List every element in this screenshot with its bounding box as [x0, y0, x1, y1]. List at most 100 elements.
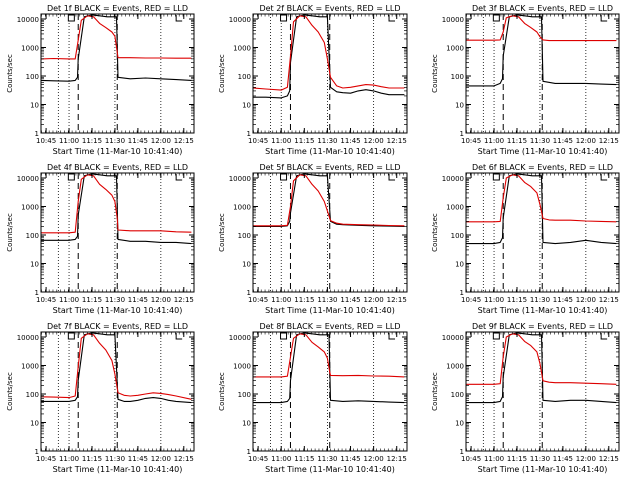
y-tick-label: 1000	[21, 204, 39, 212]
y-tick-label: 100	[238, 73, 251, 81]
x-tick-label: 11:00	[271, 137, 291, 145]
x-tick-label: 11:45	[553, 455, 573, 463]
y-tick-label: 100	[26, 73, 39, 81]
x-tick-label: 12:15	[599, 455, 619, 463]
x-tick-label: 11:30	[530, 137, 550, 145]
x-tick-label: 11:15	[507, 455, 527, 463]
y-tick-label: 10000	[442, 334, 464, 342]
events-series-line	[41, 173, 192, 245]
x-tick-label: 12:00	[364, 137, 384, 145]
x-tick-label: 11:45	[128, 296, 148, 304]
plot-frame	[40, 13, 195, 134]
x-tick-label: 12:00	[151, 455, 171, 463]
panel-title: Det 9f BLACK = Events, RED = LLD	[472, 322, 613, 331]
y-tick-label: 1	[35, 289, 39, 297]
x-tick-label: 11:45	[340, 455, 360, 463]
x-tick-label: 10:45	[461, 455, 481, 463]
detector-panel: Det 7f BLACK = Events, RED = LLD Counts/s…	[6, 322, 195, 474]
x-axis-label: Start Time (11-Mar-10 10:41:40)	[478, 147, 608, 156]
x-tick-label: 12:00	[576, 455, 596, 463]
square-marker-icon	[280, 332, 288, 340]
y-tick-label: 10000	[17, 334, 39, 342]
x-tick-label: 10:45	[36, 296, 56, 304]
y-tick-label: 1	[247, 289, 251, 297]
bracket-marker-icon	[388, 333, 396, 340]
y-tick-label: 10000	[229, 334, 251, 342]
bracket-marker-icon	[175, 174, 183, 181]
events-series-line	[466, 14, 617, 87]
y-tick-label: 10	[30, 420, 39, 428]
x-tick-label: 10:45	[36, 137, 56, 145]
y-tick-label: 1	[35, 130, 39, 138]
square-marker-icon	[492, 14, 500, 22]
x-tick-label: 12:00	[151, 296, 171, 304]
y-tick-label: 1	[460, 289, 464, 297]
x-tick-label: 12:15	[387, 455, 407, 463]
y-tick-label: 1000	[233, 363, 251, 371]
events-series-line	[253, 14, 405, 99]
events-series-line	[253, 173, 405, 227]
lld-series-line	[253, 174, 405, 227]
x-tick-label: 11:00	[59, 455, 79, 463]
x-axis-label: Start Time (11-Mar-10 10:41:40)	[53, 465, 183, 474]
detector-panel: Det 4f BLACK = Events, RED = LLD Counts/s…	[6, 163, 195, 315]
x-tick-label: 11:00	[484, 296, 504, 304]
x-tick-label: 11:15	[507, 296, 527, 304]
detector-panel: Det 9f BLACK = Events, RED = LLD Counts/s…	[431, 322, 620, 474]
y-tick-label: 10	[455, 420, 464, 428]
x-tick-label: 11:15	[82, 455, 102, 463]
bracket-marker-icon	[175, 15, 183, 22]
y-tick-label: 100	[451, 232, 464, 240]
x-tick-label: 10:45	[248, 137, 268, 145]
y-tick-label: 1	[460, 448, 464, 456]
panel-title: Det 7f BLACK = Events, RED = LLD	[47, 322, 188, 331]
x-axis-label: Start Time (11-Mar-10 10:41:40)	[478, 306, 608, 315]
x-tick-label: 11:00	[59, 137, 79, 145]
y-tick-label: 1000	[446, 204, 464, 212]
x-tick-label: 11:15	[294, 455, 314, 463]
x-tick-label: 11:15	[82, 296, 102, 304]
detector-panel: Det 5f BLACK = Events, RED = LLD Counts/s…	[218, 163, 408, 315]
x-tick-label: 11:45	[553, 296, 573, 304]
plot-frame	[465, 331, 620, 452]
x-tick-label: 11:15	[294, 296, 314, 304]
panel-title: Det 6f BLACK = Events, RED = LLD	[472, 163, 613, 172]
y-tick-label: 100	[238, 232, 251, 240]
events-series-line	[466, 332, 617, 404]
x-axis-label: Start Time (11-Mar-10 10:41:40)	[53, 306, 183, 315]
plot-frame	[252, 13, 408, 134]
x-tick-label: 12:15	[387, 137, 407, 145]
x-tick-label: 11:30	[317, 296, 337, 304]
panel-title: Det 4f BLACK = Events, RED = LLD	[47, 163, 188, 172]
x-tick-label: 10:45	[36, 455, 56, 463]
x-axis-label: Start Time (11-Mar-10 10:41:40)	[478, 465, 608, 474]
lld-series-line	[466, 15, 617, 42]
y-axis-label: Counts/sec	[6, 213, 14, 252]
panel-title: Det 8f BLACK = Events, RED = LLD	[259, 322, 400, 331]
x-tick-label: 11:45	[128, 137, 148, 145]
y-tick-label: 100	[451, 73, 464, 81]
y-tick-label: 10	[455, 102, 464, 110]
events-series-line	[253, 332, 405, 404]
plot-frame	[252, 331, 408, 452]
y-tick-label: 10	[455, 261, 464, 269]
x-tick-label: 11:30	[530, 296, 550, 304]
x-axis-label: Start Time (11-Mar-10 10:41:40)	[53, 147, 183, 156]
square-marker-icon	[67, 332, 75, 340]
x-tick-label: 12:00	[364, 455, 384, 463]
bracket-marker-icon	[388, 15, 396, 22]
detector-panel: Det 6f BLACK = Events, RED = LLD Counts/s…	[431, 163, 620, 315]
bracket-marker-icon	[600, 15, 608, 22]
x-tick-label: 11:45	[340, 296, 360, 304]
y-tick-label: 10	[242, 261, 251, 269]
y-tick-label: 1000	[233, 45, 251, 53]
x-tick-label: 11:15	[82, 137, 102, 145]
y-tick-label: 1000	[21, 45, 39, 53]
detector-panel: Det 2f BLACK = Events, RED = LLD Counts/s…	[218, 4, 408, 156]
x-tick-label: 11:30	[317, 137, 337, 145]
y-tick-label: 10	[242, 420, 251, 428]
detector-panel: Det 1f BLACK = Events, RED = LLD Counts/s…	[6, 4, 195, 156]
y-tick-label: 10000	[17, 175, 39, 183]
x-tick-label: 10:45	[248, 455, 268, 463]
y-axis-label: Counts/sec	[6, 54, 14, 93]
